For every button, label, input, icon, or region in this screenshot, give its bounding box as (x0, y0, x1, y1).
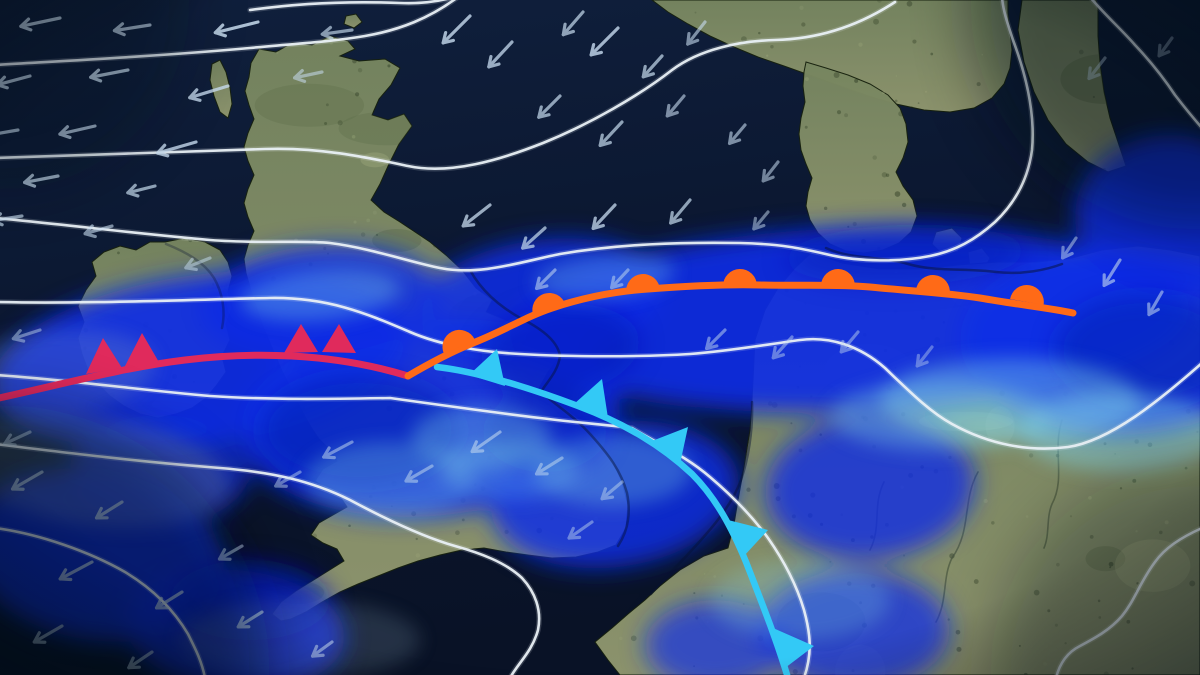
corner-shade (970, 0, 1200, 230)
corner-shade (0, 405, 270, 675)
corner-shade (0, 0, 190, 190)
corner-shade (990, 465, 1200, 675)
